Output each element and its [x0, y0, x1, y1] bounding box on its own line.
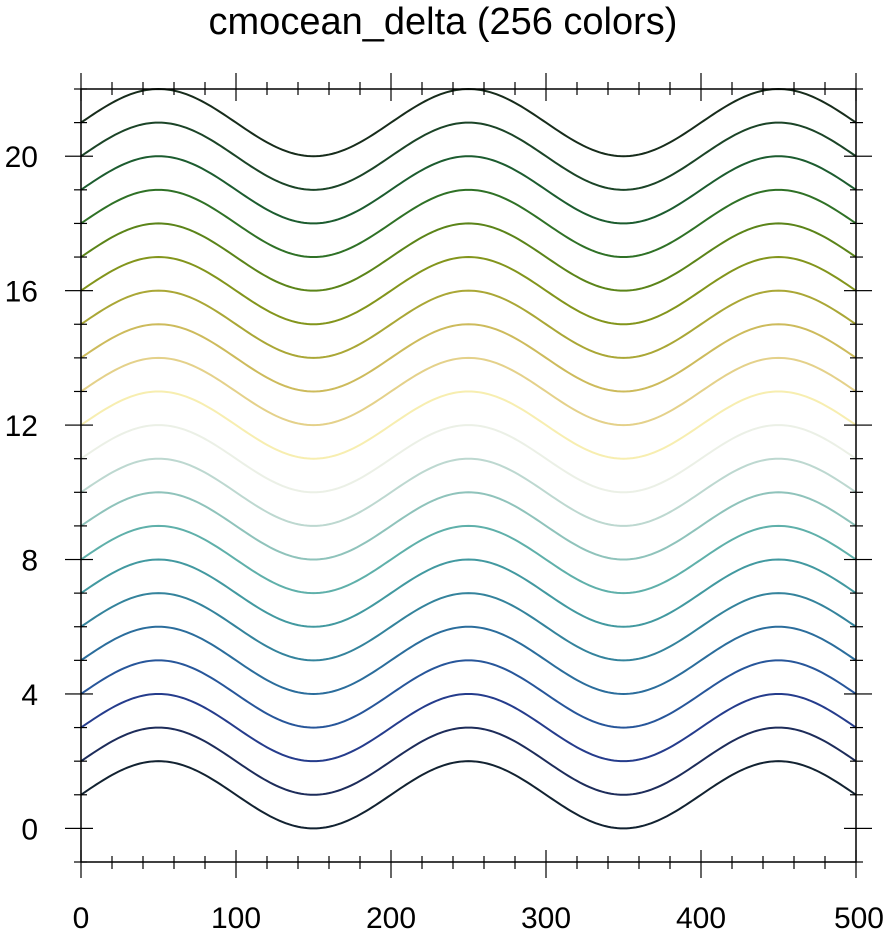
y-tick-label: 16: [5, 276, 38, 309]
plot-frame: [80, 88, 857, 863]
y-tick-label: 8: [21, 545, 38, 578]
y-tick-label: 0: [21, 813, 38, 846]
series-line-1: [80, 760, 857, 830]
series-line-19: [80, 155, 857, 225]
axis-ticks: [65, 73, 872, 878]
series-line-20: [80, 121, 857, 191]
series-line-18: [80, 188, 857, 259]
y-tick-label: 12: [5, 410, 38, 443]
series-line-10: [80, 457, 857, 527]
x-tick-label: 500: [834, 902, 884, 935]
axis-tick-labels: 0 100 200 300 400 500 0 4 8 12 16 20: [5, 141, 884, 935]
series-line-2: [80, 726, 857, 796]
x-tick-label: 200: [366, 902, 416, 935]
series-line-16: [80, 256, 857, 326]
series-line-12: [80, 390, 857, 460]
series-line-11: [80, 424, 857, 494]
series-line-8: [80, 524, 857, 595]
series-line-17: [80, 222, 857, 292]
series-line-13: [80, 356, 857, 427]
series-line-15: [80, 289, 857, 359]
series-line-6: [80, 592, 857, 662]
x-tick-label: 300: [521, 902, 571, 935]
series-lines: [80, 87, 857, 830]
chart-title: cmocean_delta (256 colors): [208, 1, 678, 43]
y-tick-label: 4: [21, 679, 38, 712]
series-line-7: [80, 558, 857, 628]
series-line-14: [80, 323, 857, 393]
series-line-5: [80, 625, 857, 695]
y-tick-label: 20: [5, 141, 38, 174]
series-line-9: [80, 491, 857, 561]
series-line-3: [80, 692, 857, 763]
x-tick-label: 0: [73, 902, 90, 935]
x-tick-label: 400: [676, 902, 726, 935]
series-line-4: [80, 659, 857, 729]
x-tick-label: 100: [211, 902, 261, 935]
